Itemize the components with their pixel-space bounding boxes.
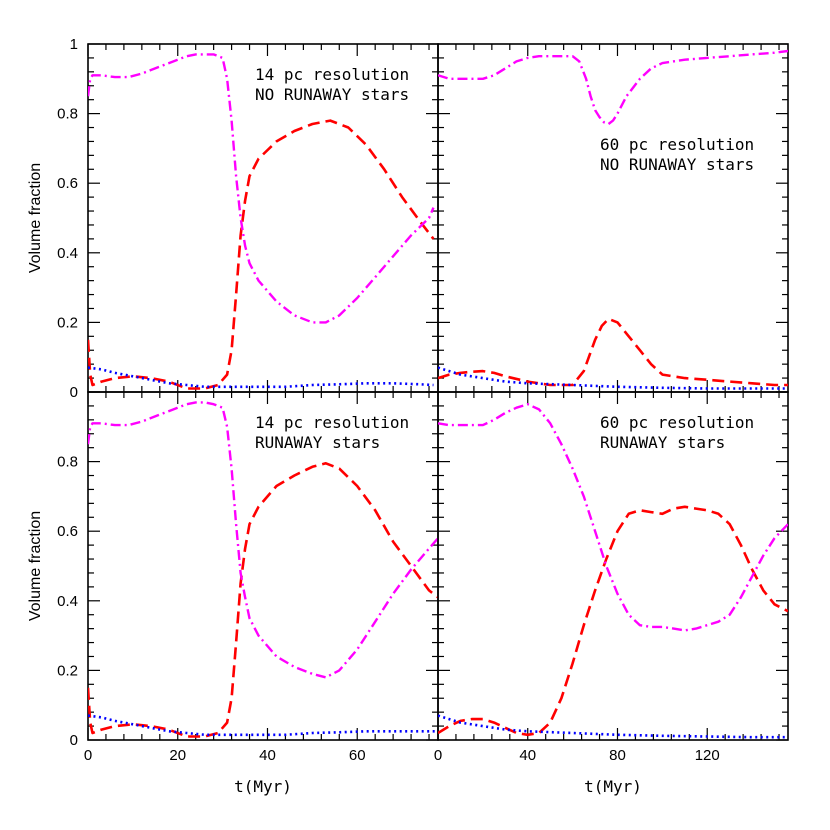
panel-annotation: 60 pc resolution: [600, 135, 754, 154]
y-tick-label: 0: [70, 384, 78, 401]
y-tick-label: 0.8: [57, 106, 78, 123]
y-axis-label: Volume fraction: [27, 163, 44, 273]
y-tick-label: 0.2: [57, 314, 78, 331]
x-tick-label: 80: [609, 747, 626, 764]
series-magenta-dashdot-line: [88, 53, 435, 324]
series-magenta-dashdot-line: [438, 49, 788, 126]
panel-annotation: RUNAWAY stars: [255, 433, 380, 452]
y-tick-label: 0.4: [57, 245, 78, 262]
series-red-dashed-line: [88, 461, 438, 738]
panel-annotation: 60 pc resolution: [600, 413, 754, 432]
x-tick-label: 40: [259, 747, 276, 764]
panel-frame: [437, 391, 789, 741]
series-blue-dotted-line: [438, 366, 788, 390]
series-magenta-dashdot-line: [88, 401, 438, 679]
y-tick-label: 0.2: [57, 662, 78, 679]
series-red-dashed-line: [438, 505, 788, 737]
x-tick-label: 0: [434, 747, 442, 764]
y-tick-label: 0.8: [57, 454, 78, 471]
x-axis-label: t(Myr): [584, 777, 642, 796]
series-red-dashed-line: [88, 119, 435, 390]
series-red-dashed-line: [438, 317, 788, 387]
x-tick-label: 60: [349, 747, 366, 764]
panel-annotation: RUNAWAY stars: [600, 433, 725, 452]
x-tick-label: 120: [695, 747, 720, 764]
y-tick-label: 0: [70, 732, 78, 749]
x-tick-label: 20: [169, 747, 186, 764]
panel-frame: [437, 43, 789, 393]
y-tick-label: 1: [70, 36, 78, 53]
panel-annotation: NO RUNAWAY stars: [600, 155, 754, 174]
y-tick-label: 0.6: [57, 175, 78, 192]
y-tick-label: 0.4: [57, 593, 78, 610]
x-tick-label: 40: [519, 747, 536, 764]
panel-annotation: 14 pc resolution: [255, 65, 409, 84]
y-tick-label: 0.6: [57, 523, 78, 540]
y-axis-label: Volume fraction: [27, 511, 44, 621]
series-blue-dotted-line: [438, 714, 788, 739]
panel-annotation: NO RUNAWAY stars: [255, 85, 409, 104]
x-tick-label: 0: [84, 747, 92, 764]
x-axis-label: t(Myr): [234, 777, 292, 796]
panel-annotation: 14 pc resolution: [255, 413, 409, 432]
